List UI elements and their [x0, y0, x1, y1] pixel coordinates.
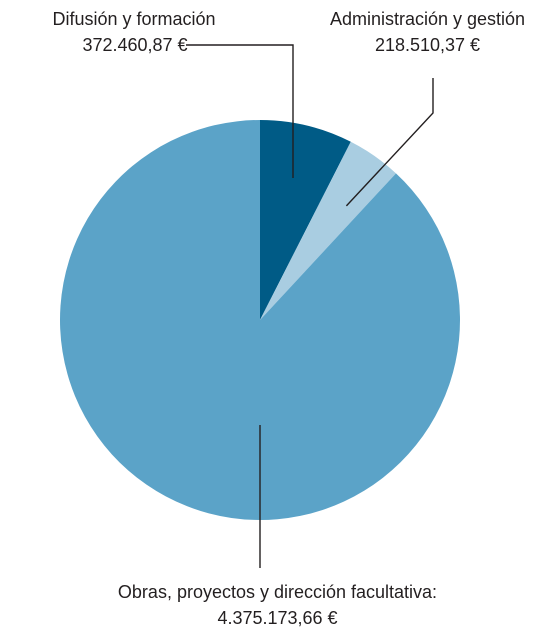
slice-label-administracion-value: 218.510,37 € [374, 35, 481, 55]
slice-label-administracion-name: Administración y gestión [329, 9, 526, 29]
leader-line-difusion [186, 44, 294, 178]
pie-slice-obras [59, 120, 460, 520]
slice-label-difusion-name: Difusión y formación [52, 9, 216, 29]
slice-label-difusion: Difusión y formación 372.460,87 € [4, 6, 264, 58]
slice-label-obras: Obras, proyectos y dirección facultativa… [0, 579, 555, 631]
pie-slice-administracion [260, 141, 396, 320]
slice-label-obras-name: Obras, proyectos y dirección facultativa… [117, 582, 438, 602]
pie-slice-difusion [260, 120, 351, 320]
leader-line-administracion [345, 78, 434, 207]
slice-label-difusion-value: 372.460,87 € [82, 35, 188, 55]
pie-slices [59, 120, 460, 520]
slice-label-administracion: Administración y gestión 218.510,37 € [300, 6, 555, 58]
leader-lines [186, 44, 434, 568]
slice-label-obras-value: 4.375.173,66 € [217, 608, 338, 628]
